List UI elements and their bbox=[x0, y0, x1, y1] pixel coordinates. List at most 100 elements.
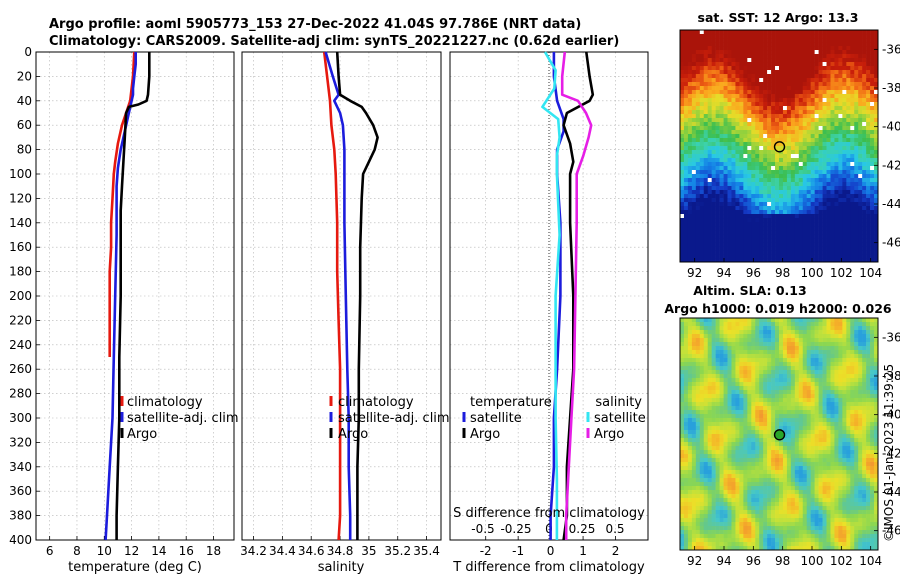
map-cell bbox=[723, 30, 728, 35]
map-cell bbox=[771, 254, 776, 259]
map-cell bbox=[703, 202, 709, 207]
map-cell bbox=[790, 54, 796, 59]
map-cell bbox=[759, 346, 764, 351]
map-cell bbox=[854, 82, 859, 87]
map-cell bbox=[727, 370, 732, 375]
map-cell bbox=[763, 398, 768, 403]
map-cell bbox=[771, 434, 776, 439]
map-cell bbox=[779, 422, 784, 427]
map-cell bbox=[771, 326, 776, 331]
map-cell bbox=[782, 50, 788, 55]
map-cell bbox=[858, 46, 863, 51]
map-cell bbox=[862, 362, 867, 367]
map-cell bbox=[703, 246, 709, 251]
map-cell bbox=[834, 178, 839, 183]
map-cell bbox=[739, 430, 744, 435]
map-cell bbox=[822, 406, 827, 411]
map-cell bbox=[775, 178, 780, 183]
map-cell bbox=[715, 358, 720, 363]
map-cell bbox=[723, 246, 728, 251]
map-cell bbox=[786, 226, 792, 231]
map-cell bbox=[818, 354, 823, 359]
map-cell bbox=[767, 394, 772, 399]
map-cell bbox=[822, 398, 827, 403]
map-cell bbox=[695, 422, 701, 427]
map-cell bbox=[759, 134, 764, 139]
map-cell bbox=[782, 82, 788, 87]
map-cell bbox=[767, 66, 772, 71]
map-cell bbox=[715, 122, 720, 127]
map-cell bbox=[715, 410, 720, 415]
map-cell bbox=[794, 254, 800, 259]
map-cell bbox=[687, 258, 693, 263]
map-cell bbox=[806, 326, 811, 331]
map-cell bbox=[798, 254, 804, 259]
map-cell bbox=[786, 134, 792, 139]
map-cell bbox=[862, 230, 867, 235]
map-cell bbox=[806, 422, 811, 427]
map-cell bbox=[735, 418, 740, 423]
map-cell bbox=[723, 370, 728, 375]
map-cell bbox=[759, 162, 764, 167]
map-cell bbox=[798, 250, 804, 255]
map-cell bbox=[715, 254, 720, 259]
x-tick-label: 34.6 bbox=[298, 544, 325, 558]
map-cell bbox=[810, 102, 815, 107]
map-cell bbox=[830, 426, 835, 431]
map-cell bbox=[775, 78, 780, 83]
map-cell bbox=[814, 374, 819, 379]
map-cell bbox=[747, 142, 752, 147]
map-cell bbox=[802, 218, 808, 223]
map-cell bbox=[802, 458, 808, 463]
map-cell bbox=[739, 210, 744, 215]
map-cell bbox=[850, 366, 855, 371]
map-cell bbox=[739, 162, 744, 167]
map-cell bbox=[834, 198, 839, 203]
map-cell bbox=[707, 158, 712, 163]
map-cell bbox=[818, 202, 823, 207]
map-cell bbox=[830, 418, 835, 423]
map-cell bbox=[846, 346, 851, 351]
map-cell bbox=[767, 182, 772, 187]
map-cell bbox=[775, 66, 780, 71]
map-cell bbox=[727, 234, 732, 239]
map-cell bbox=[711, 438, 716, 443]
map-cell bbox=[731, 422, 736, 427]
map-cell bbox=[842, 442, 847, 447]
map-cell bbox=[858, 418, 863, 423]
map-cell bbox=[818, 346, 823, 351]
map-cell bbox=[771, 110, 776, 115]
map-cell bbox=[775, 114, 780, 119]
map-cell bbox=[870, 398, 875, 403]
temperature-panel: 0204060801001201401601802002202402602803… bbox=[9, 45, 239, 575]
map-cell bbox=[838, 134, 843, 139]
map-cell bbox=[695, 366, 701, 371]
map-cell bbox=[842, 366, 847, 371]
map-cell bbox=[699, 46, 705, 51]
map-cell bbox=[802, 214, 808, 219]
map-cell bbox=[818, 178, 823, 183]
map-cell bbox=[798, 222, 804, 227]
map-cell bbox=[826, 106, 831, 111]
map-cell bbox=[731, 334, 736, 339]
map-cell bbox=[854, 134, 859, 139]
map-cell bbox=[786, 210, 792, 215]
map-cell bbox=[707, 190, 712, 195]
map-cell bbox=[850, 394, 855, 399]
y-tick-label: -44 bbox=[882, 197, 900, 211]
map-cell bbox=[838, 218, 843, 223]
map-cell bbox=[814, 218, 819, 223]
map-cell bbox=[834, 434, 839, 439]
map-cell bbox=[786, 362, 792, 367]
map-cell bbox=[680, 410, 685, 415]
map-cell bbox=[743, 230, 748, 235]
map-cell bbox=[818, 250, 823, 255]
map-cell bbox=[834, 214, 839, 219]
map-cell bbox=[818, 166, 823, 171]
map-cell bbox=[834, 442, 839, 447]
map-cell bbox=[683, 250, 689, 255]
map-cell bbox=[818, 34, 823, 39]
map-cell bbox=[767, 78, 772, 83]
map-cell bbox=[794, 318, 800, 323]
map-cell bbox=[846, 170, 851, 175]
